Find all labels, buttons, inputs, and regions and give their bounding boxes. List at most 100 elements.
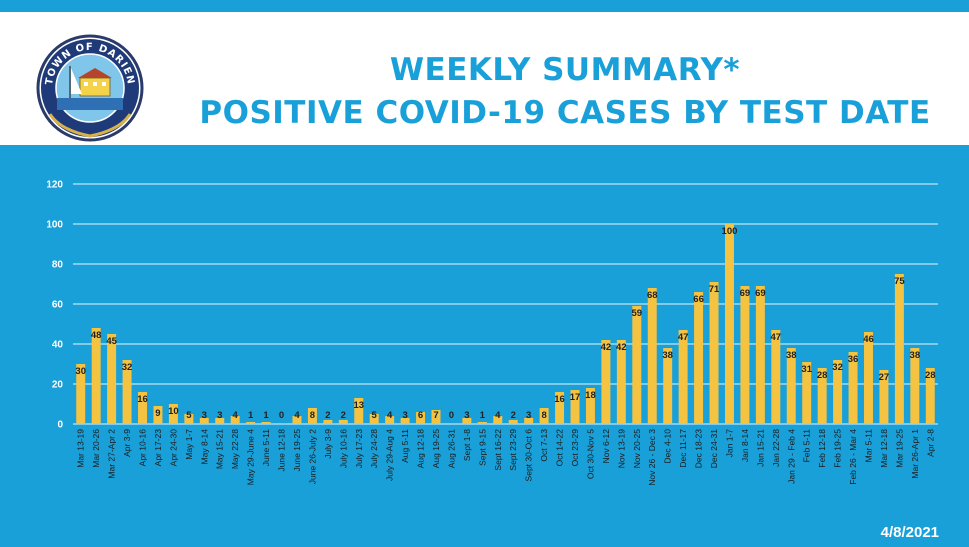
data-label-29: 3 [526,410,531,421]
bar-45 [771,330,781,424]
bar-42 [724,224,734,424]
category-label-27: Sept 16-22 [493,429,503,471]
data-label-37: 68 [647,290,658,301]
bar-21 [400,418,410,424]
category-label-4: Apr 10-16 [138,429,148,467]
category-label-52: Mar 12-18 [879,429,889,468]
category-label-40: Dec 18-23 [694,429,704,468]
header: TOWN OF DARIEN WEEKLY SUMMARY* POSITIVE … [0,12,969,145]
category-label-17: July 10-16 [338,429,348,468]
category-label-41: Dec 24-31 [709,429,719,468]
category-label-54: Mar 26-Apr 1 [910,429,920,479]
bar-35 [616,340,626,424]
data-label-50: 36 [848,354,859,365]
bar-5 [153,406,163,424]
category-label-19: July 24-28 [369,429,379,468]
y-tick-label-60: 60 [52,300,64,311]
bar-49 [833,360,843,424]
category-label-46: Jan 29 - Feb 4 [786,429,796,484]
data-label-26: 1 [480,410,486,421]
category-label-22: Aug 12-18 [416,429,426,468]
category-label-53: Mar 19-25 [894,429,904,468]
category-label-8: May 8-14 [199,429,209,465]
data-label-24: 0 [449,410,454,421]
data-label-32: 17 [570,392,581,403]
category-label-9: May 15-21 [215,429,225,469]
category-label-39: Dec 11-17 [678,429,688,468]
bar-54 [910,348,920,424]
bar-32 [570,390,580,424]
y-tick-label-20: 20 [52,380,64,391]
data-label-46: 38 [786,350,797,361]
category-label-45: Jan 22-28 [771,429,781,467]
category-label-43: Jan 8-14 [740,429,750,462]
category-label-6: Apr 24-30 [168,429,178,467]
data-label-36: 59 [632,308,643,319]
bar-40 [694,292,704,424]
category-label-49: Feb 19-25 [833,429,843,468]
data-label-16: 2 [325,410,330,421]
bar-11 [246,422,256,424]
category-label-32: Oct 23-29 [570,429,580,467]
data-label-52: 27 [879,372,890,383]
y-tick-label-0: 0 [57,420,63,431]
bar-30 [539,408,549,424]
bar-43 [740,286,750,424]
category-label-16: July 3-9 [323,429,333,459]
bar-27 [493,416,503,424]
bar-28 [508,420,518,424]
bar-51 [864,332,873,424]
category-label-20: July 29-Aug 4 [385,429,395,481]
data-label-45: 47 [771,332,782,343]
category-label-24: Aug 26-31 [446,429,456,468]
data-label-54: 38 [910,350,921,361]
bar-4 [138,392,147,424]
category-label-1: Mar 20-26 [91,429,101,468]
bar-37 [647,288,657,424]
bar-33 [585,388,595,424]
data-label-7: 5 [186,410,192,421]
data-label-22: 6 [418,410,423,421]
data-label-55: 28 [925,370,936,381]
bar-12 [261,422,271,424]
bar-55 [925,368,935,424]
bar-41 [709,282,719,424]
category-label-28: Sept 23-29 [508,429,518,471]
data-label-28: 2 [511,410,516,421]
data-label-18: 13 [353,400,364,411]
data-label-10: 4 [233,410,239,421]
bar-14 [292,416,302,424]
data-label-42: 100 [722,226,738,237]
data-label-39: 47 [678,332,689,343]
bar-17 [338,420,348,424]
top-stripe [0,0,969,12]
data-label-44: 69 [755,288,766,299]
data-label-47: 31 [801,364,812,375]
category-label-23: Aug 19-25 [431,429,441,468]
data-label-25: 3 [464,410,469,421]
bar-20 [385,416,395,424]
category-label-36: Nov 20-25 [632,429,642,468]
data-label-53: 75 [894,276,905,287]
data-label-51: 46 [863,334,874,345]
bar-23 [431,410,441,424]
category-label-31: Oct 14-22 [555,429,565,467]
category-label-21: Aug 5-11 [400,429,410,463]
category-label-29: Sept 30-Oct 6 [524,429,534,482]
bar-0 [76,364,86,424]
category-label-12: June 5-11 [261,429,271,466]
chart-title-line2: POSITIVE COVID-19 CASES BY TEST DATE [199,95,931,131]
bar-6 [168,404,178,424]
town-seal-logo: TOWN OF DARIEN [36,34,144,142]
bar-22 [416,412,426,424]
data-label-21: 3 [402,410,407,421]
y-tick-label-120: 120 [46,180,63,191]
category-label-2: Mar 27-Apr 2 [107,429,117,479]
bar-25 [462,418,472,424]
category-label-51: Mar 5-11 [863,429,873,463]
data-label-11: 1 [248,410,254,421]
category-label-37: Nov 26 - Dec 3 [647,429,657,486]
report-date: 4/8/2021 [880,524,939,541]
bar-7 [184,414,194,424]
